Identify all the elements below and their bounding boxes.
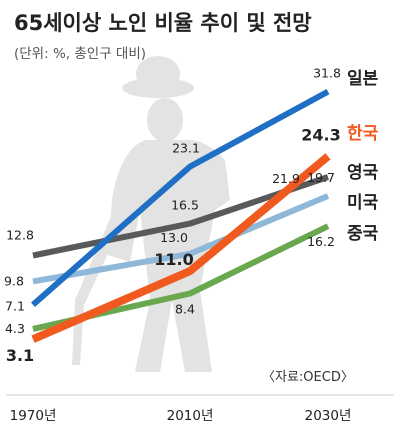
data-label-layer: 7.1 23.1 31.8 3.1 11.0 24.3 12.8 16.5 21.9 9.8 13.…: [4, 66, 341, 366]
series-layer: [31, 88, 331, 343]
data-label: 16.5: [171, 198, 199, 213]
chart-subtitle: (단위: %, 총인구 대비): [14, 46, 146, 62]
data-label: 8.4: [175, 302, 195, 317]
data-label: 21.9: [272, 171, 300, 186]
data-label: 31.8: [313, 66, 341, 81]
chart-title: 65세이상 노인 비율 추이 및 전망: [14, 11, 312, 35]
series-line-3: [32, 193, 330, 285]
data-label: 9.8: [4, 273, 24, 288]
data-label: 3.1: [6, 346, 34, 365]
x-tick-label: 2030년: [305, 408, 352, 424]
data-label: 24.3: [301, 125, 340, 144]
data-label: 11.0: [154, 250, 193, 269]
x-tick-label: 1970년: [10, 408, 57, 424]
legend-label: 미국: [347, 193, 379, 213]
data-label: 4.3: [5, 321, 25, 336]
x-tick-label: 2010년: [167, 408, 214, 424]
series-line-1: [31, 153, 331, 343]
source-note: 〈자료:OECD〉: [262, 370, 354, 385]
data-label: 13.0: [160, 230, 188, 245]
legend-label: 영국: [347, 163, 379, 183]
series-line-0: [31, 88, 330, 307]
data-label: 19.7: [307, 170, 335, 185]
data-label: 16.2: [307, 234, 335, 249]
data-label: 7.1: [5, 299, 25, 314]
data-label: 23.1: [172, 141, 200, 156]
elderly-silhouette-image: [72, 56, 230, 372]
legend-label: 일본: [347, 69, 379, 89]
data-label: 12.8: [6, 228, 34, 243]
legend-label: 중국: [347, 224, 379, 244]
legend-label: 한국: [347, 124, 379, 144]
